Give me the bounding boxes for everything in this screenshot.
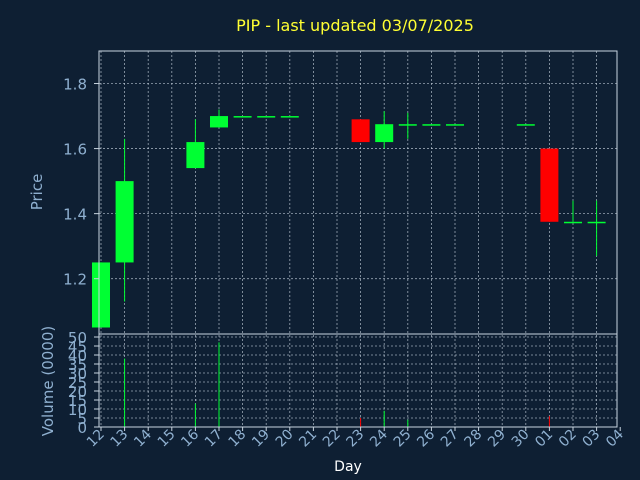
candle-body (516, 124, 535, 126)
x-tick-label: 13 (108, 427, 132, 451)
x-tick-label: 24 (367, 426, 391, 450)
volume-tick-label: 45 (68, 338, 87, 356)
candle-body (446, 124, 464, 126)
volume-tick-label: 15 (68, 392, 87, 410)
x-tick-label: 20 (273, 427, 297, 451)
volume-tick-label: 25 (68, 374, 87, 392)
candle-body (540, 148, 559, 222)
candle-body (375, 124, 394, 143)
x-axis-label: Day (334, 459, 362, 475)
x-tick-label: 03 (580, 427, 604, 451)
volume-tick-label: 40 (68, 347, 87, 365)
x-tick-label: 26 (414, 426, 438, 450)
x-tick-label: 29 (485, 427, 509, 451)
price-tick-label: 1.4 (63, 206, 87, 224)
price-tick-label: 1.8 (63, 76, 87, 94)
x-tick-label: 04 (603, 426, 627, 450)
candle-body (564, 221, 582, 224)
x-tick-label: 01 (532, 427, 556, 451)
x-tick-label: 12 (84, 427, 108, 451)
x-tick-label: 17 (202, 427, 226, 451)
volume-tick-label: 5 (77, 410, 87, 428)
price-tick-label: 1.6 (63, 141, 87, 159)
price-axis-label: Price (28, 174, 46, 211)
x-tick-label: 25 (391, 427, 415, 451)
price-panel-frame (98, 50, 618, 335)
x-tick-label: 21 (296, 427, 320, 451)
candle-body (257, 116, 276, 118)
chart-title: PIP - last updated 03/07/2025 (236, 16, 474, 35)
volume-tick-label: 50 (68, 329, 87, 347)
candle-body (280, 116, 299, 118)
x-tick-label: 27 (438, 427, 462, 451)
volume-tick-label: 35 (68, 356, 87, 374)
candle-body (210, 116, 228, 128)
x-tick-label: 15 (155, 427, 179, 451)
candle-body (587, 221, 606, 224)
volume-panel-frame (98, 333, 618, 428)
x-tick-label: 23 (344, 427, 368, 451)
volume-tick-label: 0 (77, 419, 87, 437)
x-tick-label: 28 (462, 427, 486, 451)
volume-tick-label: 20 (68, 383, 87, 401)
price-tick-label: 1.2 (63, 271, 87, 289)
candle-body (92, 262, 110, 328)
candle-body (233, 116, 252, 118)
volume-tick-label: 30 (68, 365, 87, 383)
candle-body (398, 124, 417, 126)
candle-body (422, 124, 441, 126)
candle-body (186, 142, 205, 169)
x-tick-label: 22 (320, 427, 344, 451)
x-tick-label: 18 (226, 427, 250, 451)
x-tick-label: 30 (509, 427, 533, 451)
candle-body (115, 181, 134, 263)
volume-axis-label: Volume (0000) (39, 326, 57, 436)
x-tick-label: 14 (131, 426, 155, 450)
x-tick-label: 16 (178, 426, 202, 450)
candle-body (351, 119, 370, 143)
x-tick-label: 02 (556, 427, 580, 451)
x-tick-label: 19 (249, 427, 273, 451)
volume-tick-label: 10 (68, 401, 87, 419)
